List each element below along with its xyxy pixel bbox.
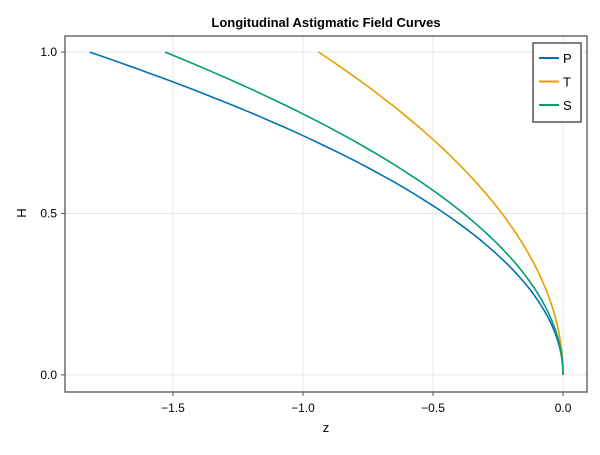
chart-title: Longitudinal Astigmatic Field Curves: [211, 15, 440, 30]
x-tick-label: −1.0: [291, 401, 315, 415]
y-tick-label: 1.0: [40, 45, 57, 59]
x-axis-label: z: [323, 420, 330, 435]
x-tick-label: −0.5: [421, 401, 445, 415]
series-line-S: [164, 51, 564, 375]
x-tick-label: 0.0: [555, 401, 572, 415]
x-tick-label: −1.5: [161, 401, 185, 415]
y-tick-label: 0.5: [40, 207, 57, 221]
legend-label-P: P: [563, 51, 572, 66]
y-axis-label: H: [14, 208, 29, 217]
legend: PTS: [532, 42, 582, 123]
legend-label-T: T: [563, 75, 571, 90]
series-line-P: [89, 51, 564, 375]
series-line-T: [318, 51, 564, 375]
y-tick-label: 0.0: [40, 368, 57, 382]
legend-label-S: S: [563, 98, 572, 113]
